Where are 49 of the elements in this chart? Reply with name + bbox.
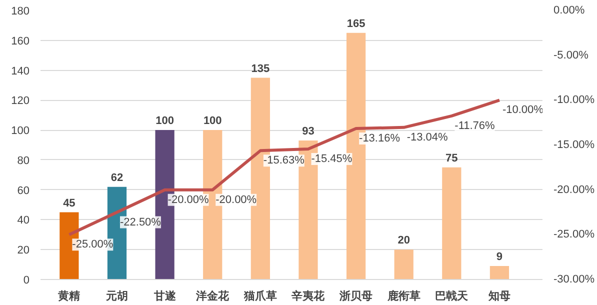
- y-tick-label: 60: [17, 184, 30, 197]
- x-tick-label: 浙贝母: [338, 290, 373, 302]
- x-tick-label: 鹿衔草: [386, 290, 420, 302]
- data-label: 165: [346, 18, 366, 30]
- data-label: -13.16%: [359, 132, 400, 144]
- y2-tick-label: -30.00%: [554, 274, 595, 286]
- x-tick-label: 甘遂: [152, 290, 176, 302]
- data-label: -11.76%: [454, 120, 496, 132]
- y-tick-label: 20: [17, 244, 30, 257]
- y-tick-label: 140: [11, 65, 30, 78]
- data-label: 93: [302, 126, 314, 138]
- y2-tick-label: -10.00%: [554, 94, 595, 106]
- data-label: -15.63%: [263, 154, 305, 167]
- y-tick-label: 0: [23, 274, 30, 286]
- y2-tick-label: -20.00%: [554, 184, 595, 196]
- x-tick-label: 巴戟天: [435, 290, 470, 302]
- data-label: 9: [496, 251, 503, 264]
- data-label: 135: [251, 62, 270, 75]
- data-label: -15.45%: [311, 153, 352, 166]
- y-tick-label: 160: [11, 35, 30, 48]
- data-label: 20: [398, 234, 410, 247]
- y-tick-label: 40: [17, 214, 30, 227]
- bar: [490, 266, 510, 280]
- y2-tick-label: -25.00%: [554, 228, 595, 241]
- y-tick-label: 120: [11, 95, 30, 108]
- y-tick-label: 80: [17, 154, 30, 167]
- x-tick-label: 洋金花: [195, 290, 230, 302]
- data-label: 62: [110, 172, 124, 184]
- data-label: 75: [446, 152, 458, 164]
- bar: [442, 167, 462, 280]
- data-label: -22.50%: [120, 216, 162, 228]
- x-tick-label: 黄精: [57, 290, 80, 302]
- y2-tick-label: -15.00%: [554, 139, 595, 151]
- data-label: -13.04%: [406, 131, 448, 144]
- x-tick-label: 辛夷花: [290, 290, 326, 302]
- y-tick-label: 180: [11, 6, 30, 18]
- data-label: -25.00%: [72, 238, 114, 251]
- bar: [394, 250, 414, 280]
- x-tick-label: 元胡: [104, 290, 128, 302]
- data-label: 100: [203, 115, 222, 128]
- y2-tick-label: 0.00%: [554, 4, 585, 16]
- data-label: -20.00%: [216, 194, 257, 206]
- y-tick-label: 100: [11, 125, 30, 138]
- data-label: 45: [63, 197, 76, 210]
- y2-tick-label: -5.00%: [554, 49, 589, 62]
- x-tick-label: 猫爪草: [242, 290, 277, 302]
- data-label: -20.00%: [168, 194, 209, 206]
- data-label: 100: [156, 115, 174, 128]
- x-tick-label: 知母: [487, 290, 510, 302]
